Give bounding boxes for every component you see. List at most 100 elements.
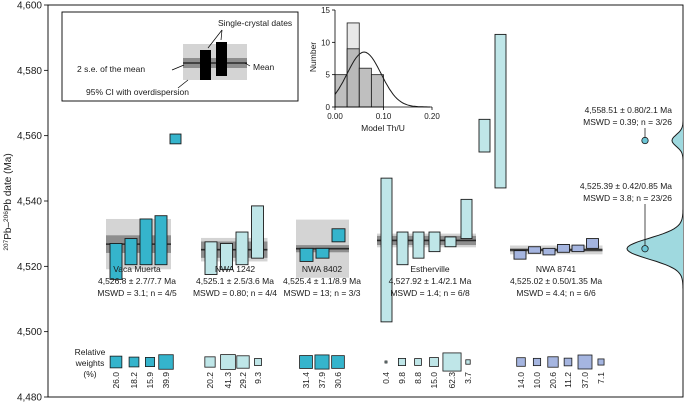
inset-x-tick-label: 0.00 [327, 112, 343, 121]
weight-value-label: 9.8 [397, 372, 407, 384]
single-crystal-date [331, 228, 346, 243]
single-crystal-date [109, 243, 123, 280]
weight-value-label: 29.2 [238, 372, 248, 389]
weight-square [314, 354, 330, 370]
group-estherville: Estherville 4,527.92 ± 1.4/2.1 Ma MSWD = 1… [377, 33, 507, 389]
outlier-date [478, 118, 491, 153]
legend-single-crystal-label: Single-crystal dates [218, 18, 292, 28]
single-crystal-date [557, 243, 570, 253]
weight-value-label: 9.3 [253, 372, 263, 384]
weight-square [384, 360, 388, 364]
legend-mean-label: Mean [253, 62, 275, 72]
weight-value-label: 39.9 [161, 372, 171, 389]
single-crystal-date [299, 247, 314, 262]
single-crystal-date [251, 205, 264, 259]
group-name-label: NWA 8741 [536, 264, 577, 274]
y-axis-label-mid: Pb– [3, 222, 14, 240]
legend-ci-leader [177, 79, 189, 89]
inset-y-tick-label: 10 [321, 38, 330, 47]
group-mean-label: 4,525.4 ± 1.1/8.9 Ma [283, 276, 361, 286]
inset-y-tick-label: 15 [321, 6, 330, 15]
weight-value-label: 0.4 [381, 372, 391, 384]
weight-value-label: 31.4 [301, 372, 311, 389]
weight-value-label: 7.1 [596, 372, 606, 384]
mode-annotation-lower-line-2: MSWD = 3.8; n = 23/26 [583, 193, 672, 203]
inset-density-line [334, 51, 431, 108]
weight-value-label: 15.0 [429, 372, 439, 389]
weight-square [414, 358, 422, 366]
outlier-date [169, 133, 182, 145]
weight-square [220, 354, 236, 370]
legend-mean-leader [244, 62, 251, 67]
single-crystal-date [444, 236, 457, 248]
weight-value-label: 14.0 [516, 372, 526, 389]
y-axis-label: 207Pb–206Pb date (Ma) [3, 153, 15, 250]
group-name-label: NWA 1242 [215, 264, 256, 274]
y-tick-label: 4,580 [17, 66, 42, 77]
weights-label-line-1: Relative [75, 347, 106, 357]
weight-square [563, 357, 573, 367]
legend-mean-error-label: 2 s.e. of the mean [77, 64, 145, 74]
y-tick-label: 4,520 [17, 262, 42, 273]
y-axis-label-sup-2: 206 [3, 211, 10, 222]
legend-ci-label: 95% CI with overdispersion [86, 87, 189, 97]
group-mean-label: 4,525.1 ± 2.5/3.6 Ma [196, 276, 274, 286]
weight-value-label: 8.8 [413, 372, 423, 384]
single-crystal-date [513, 250, 527, 260]
y-tick-label: 4,560 [17, 131, 42, 142]
weight-square [397, 357, 407, 367]
group-mean-label: 4,526.8 ± 2.7/7.7 Ma [98, 276, 176, 286]
single-crystal-date [571, 244, 585, 253]
single-crystal-date [542, 247, 556, 256]
outlier-date [494, 33, 507, 189]
single-crystal-date [235, 231, 249, 266]
weights-label-line-2: weights [75, 358, 105, 368]
weight-square [597, 358, 605, 366]
density-fill [627, 37, 683, 332]
inset-y-tick-label: 0 [326, 103, 331, 112]
weight-square [158, 354, 174, 370]
weight-value-label: 10.0 [532, 372, 542, 389]
inset-x-tick-label: 0.10 [376, 112, 392, 121]
inset-bar [370, 74, 384, 108]
inset-y-tick-label: 5 [326, 71, 331, 80]
inset-x-tick-label: 0.20 [424, 112, 440, 121]
group-name-label: NWA 8402 [302, 264, 343, 274]
mode-annotation-lower-line-1: 4,525.39 ± 0.42/0.85 Ma [580, 181, 672, 191]
weight-value-label: 30.6 [333, 372, 343, 389]
single-crystal-date [428, 231, 441, 253]
single-crystal-date [220, 243, 233, 271]
weight-square [236, 355, 250, 369]
single-crystal-date [204, 241, 218, 275]
group-mswd-label: MSWD = 1.4; n = 6/8 [390, 288, 470, 298]
y-axis-label-sup-1: 207 [3, 239, 10, 250]
weight-square [516, 357, 526, 367]
inset-x-label: Model Th/U [361, 123, 405, 133]
group-mswd-label: MSWD = 3.1; n = 4/5 [97, 288, 177, 298]
density-line [626, 37, 684, 332]
weight-square [465, 359, 471, 365]
single-crystal-date [586, 238, 599, 249]
group-mswd-label: MSWD = 4.4; n = 6/6 [516, 288, 596, 298]
weight-square [442, 352, 462, 372]
mode-annotation-lower: 4,525.39 ± 0.42/0.85 Ma MSWD = 3.8; n = … [580, 181, 672, 203]
y-tick-label: 4,600 [17, 1, 42, 12]
single-crystal-date [528, 246, 541, 254]
weight-value-label: 37.0 [580, 372, 590, 389]
single-crystal-date [412, 231, 425, 259]
weight-square [547, 356, 559, 368]
groups-layer: Vaca Muerta 4,526.8 ± 2.7/7.7 Ma MSWD = 3.… [97, 33, 606, 389]
weight-square [254, 358, 262, 366]
weight-value-label: 3.7 [463, 372, 473, 384]
y-axis: 4,480 4,500 4,520 4,540 4,560 4,580 4,600 [17, 1, 48, 402]
weights-label: Relative weights (%) [75, 347, 106, 379]
inset-histogram: Model Th/U Number 0.00 0.10 0.20 0 5 10 15 [308, 6, 440, 133]
group-mswd-label: MSWD = 13; n = 3/3 [283, 288, 360, 298]
weight-value-label: 20.6 [548, 372, 558, 389]
weight-value-label: 15.9 [145, 372, 155, 389]
legend: Single-crystal dates 2 s.e. of the mean … [61, 11, 299, 102]
group-name-label: Estherville [410, 264, 449, 274]
y-tick-label: 4,480 [17, 393, 42, 402]
y-tick-label: 4,500 [17, 327, 42, 338]
single-crystal-date [460, 198, 473, 240]
